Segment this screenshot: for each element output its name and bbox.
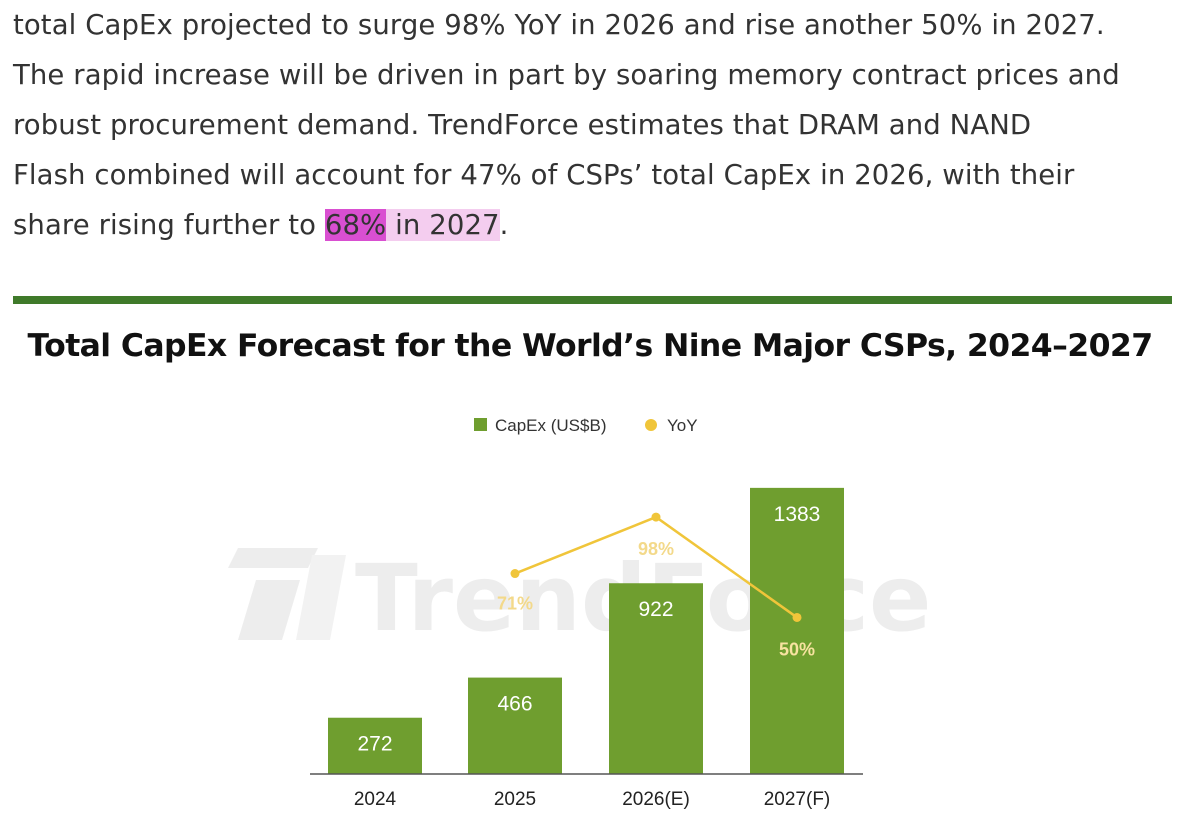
yoy-value-label: 71% <box>497 594 533 614</box>
bar-value-label: 272 <box>357 733 392 756</box>
x-tick-label: 2026(E) <box>622 789 690 810</box>
x-tick-label: 2025 <box>494 789 536 810</box>
article-line: robust procurement demand. TrendForce es… <box>13 109 1032 141</box>
trendforce-logo-icon <box>228 548 346 640</box>
yoy-value-label: 98% <box>638 539 674 559</box>
x-tick-label: 2027(F) <box>764 789 831 810</box>
section-divider <box>13 296 1172 304</box>
x-axis-ticks: 2024 2025 2026(E) 2027(F) <box>354 789 830 810</box>
bar-capex-1 <box>468 677 562 774</box>
article-text: total CapEx projected to surge 98% YoY i… <box>13 0 1183 250</box>
yoy-series: 71% 98% 50% <box>497 512 815 659</box>
legend-label-yoy: YoY <box>667 416 698 435</box>
yoy-point-3 <box>792 612 802 622</box>
x-tick-label: 2024 <box>354 789 397 810</box>
bar-value-label: 1383 <box>774 503 821 526</box>
highlight-strong: 68% <box>324 209 387 241</box>
legend-swatch-capex <box>474 418 487 431</box>
article-text-segment: share rising further to <box>13 209 325 241</box>
bar-capex-0 <box>328 717 422 774</box>
article-paragraph: total CapEx projected to surge 98% YoY i… <box>13 0 1183 250</box>
legend-swatch-yoy <box>645 419 657 431</box>
article-line: Flash combined will account for 47% of C… <box>13 159 1075 191</box>
article-line-last: share rising further to 68% in 2027. <box>13 200 1183 250</box>
yoy-point-2 <box>651 512 661 522</box>
chart-title: Total CapEx Forecast for the World’s Nin… <box>27 328 1153 364</box>
article-line: The rapid increase will be driven in par… <box>13 59 1120 91</box>
bar-capex-2 <box>609 583 703 774</box>
article-text-segment: . <box>499 209 509 241</box>
legend-label-capex: CapEx (US$B) <box>495 416 606 435</box>
bar-value-label: 922 <box>638 598 673 621</box>
bars: 272 466 922 1383 <box>328 487 844 774</box>
legend: CapEx (US$B) YoY <box>474 416 698 435</box>
yoy-value-label: 50% <box>779 639 815 659</box>
bar-value-label: 466 <box>497 693 532 716</box>
highlight-soft: in 2027 <box>386 209 500 241</box>
capex-chart: TrendForce CapEx (US$B) YoY 272466922138… <box>228 416 931 810</box>
yoy-point-1 <box>510 569 520 579</box>
bar-capex-3 <box>750 487 844 774</box>
article-line: total CapEx projected to surge 98% YoY i… <box>13 9 1105 41</box>
